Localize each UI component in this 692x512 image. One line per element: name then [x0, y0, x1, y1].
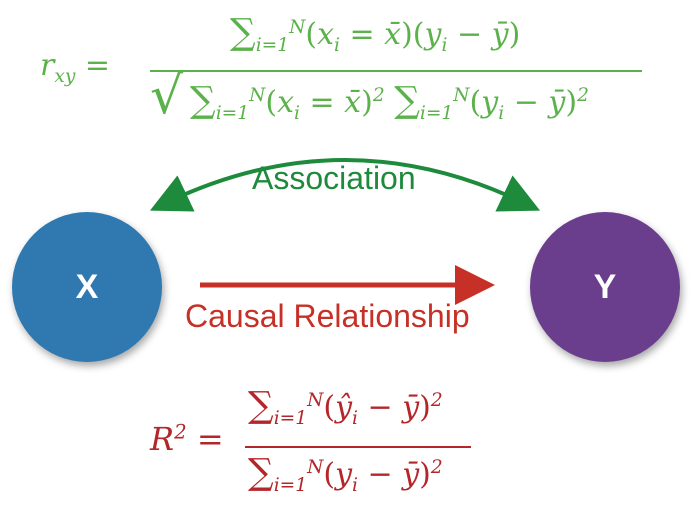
correlation-numerator: ∑i=1N(xi = x̄)(yi − ȳ): [230, 12, 521, 56]
sqrt-symbol: √: [150, 66, 184, 126]
y-node: Y: [530, 212, 680, 362]
correlation-fraction-bar: [150, 70, 642, 72]
r-squared-fraction-bar: [245, 446, 471, 448]
association-arrow: [149, 158, 541, 212]
causal-relationship-label: Causal Relationship: [185, 298, 470, 334]
association-label: Association: [252, 160, 416, 196]
correlation-denominator: ∑i=1N(xi = x̄)2 ∑i=1N(yi − ȳ)2: [190, 80, 589, 124]
r-squared-lhs: R2 =: [150, 420, 224, 458]
x-node: X: [12, 212, 162, 362]
correlation-lhs: rxy =: [40, 48, 111, 87]
x-node-label: X: [75, 267, 99, 306]
y-node-label: Y: [593, 267, 617, 306]
r-squared-numerator: ∑i=1N(ŷi − ȳ)2: [248, 385, 443, 429]
r-squared-denominator: ∑i=1N(yi − ȳ)2: [248, 452, 443, 496]
